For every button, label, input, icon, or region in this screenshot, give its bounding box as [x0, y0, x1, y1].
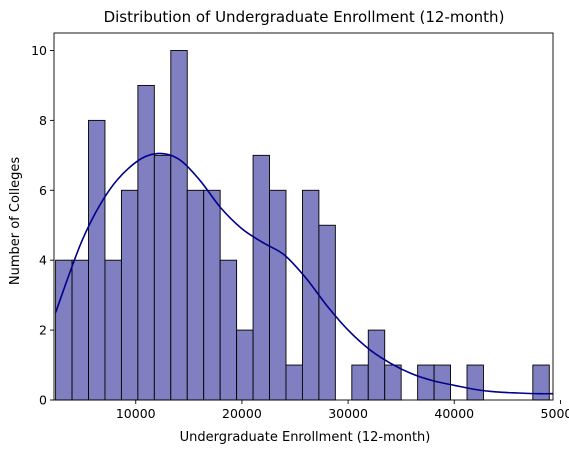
- y-tick-label: 2: [39, 323, 47, 338]
- y-tick-label: 10: [31, 43, 47, 58]
- histogram-bar: [186, 189, 205, 401]
- x-tick-label: 10000: [116, 406, 156, 421]
- y-tick-label: 0: [39, 393, 47, 408]
- histogram-bar: [120, 189, 139, 401]
- histogram-bar: [104, 259, 122, 401]
- histogram-bar: [71, 259, 89, 401]
- chart-title: Distribution of Undergraduate Enrollment…: [104, 8, 505, 26]
- histogram-bar: [137, 84, 155, 401]
- histogram-bar: [301, 189, 320, 401]
- histogram-bar: [466, 364, 484, 401]
- histogram-bar: [417, 364, 435, 401]
- histogram-bar: [88, 119, 106, 401]
- histogram-bar: [170, 50, 188, 401]
- histogram-bars: [55, 50, 550, 401]
- histogram-bar: [384, 364, 402, 401]
- histogram-bar: [285, 364, 303, 401]
- x-tick-label: 20000: [222, 406, 262, 421]
- kde-curve: [54, 152, 554, 395]
- y-axis-ticks: 0 2 4 6 8 10: [31, 43, 54, 408]
- histogram-bar: [351, 364, 369, 401]
- histogram-bar: [153, 154, 172, 401]
- histogram-bar: [203, 189, 221, 401]
- histogram-bar: [532, 364, 550, 401]
- y-tick-label: 4: [39, 253, 47, 268]
- y-axis-label: Number of Colleges: [8, 157, 23, 286]
- histogram-bar: [219, 259, 238, 401]
- histogram-bar: [367, 329, 386, 401]
- histogram-bar: [269, 189, 287, 401]
- y-tick-label: 6: [39, 183, 47, 198]
- x-axis-label: Undergraduate Enrollment (12-month): [180, 430, 431, 445]
- histogram-bar: [55, 259, 73, 401]
- x-tick-label: 30000: [328, 406, 368, 421]
- histogram-bar: [252, 154, 270, 401]
- plot-frame: [53, 32, 554, 401]
- histogram-bar: [236, 329, 254, 401]
- x-tick-label: 40000: [434, 406, 474, 421]
- y-tick-label: 8: [39, 113, 47, 128]
